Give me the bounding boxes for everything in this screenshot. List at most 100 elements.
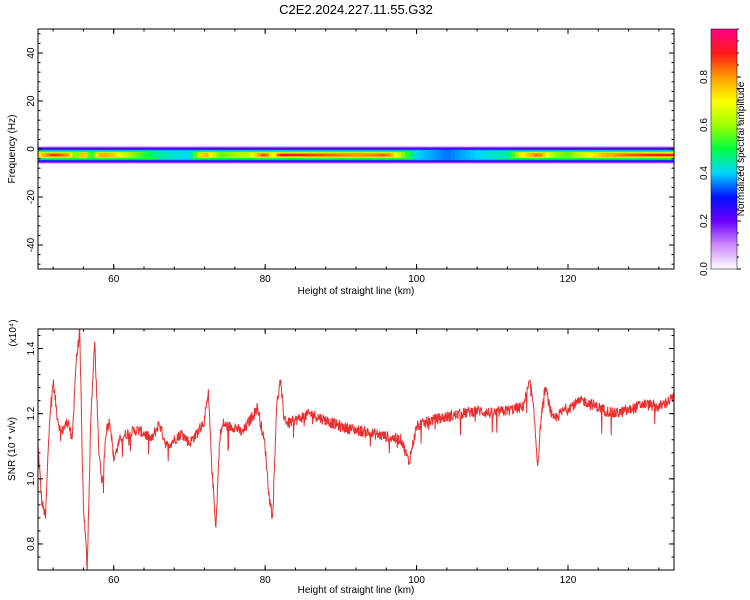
spectral-cell: [231, 151, 236, 159]
spectral-cell: [621, 153, 626, 157]
spectral-cell: [382, 153, 387, 157]
spectral-cell: [212, 151, 217, 159]
spectral-cell: [363, 153, 368, 157]
spectrogram-x-tick-label: 120: [560, 274, 577, 285]
spectral-cell: [613, 153, 618, 157]
spectral-cell: [446, 149, 452, 161]
spectral-cell: [219, 151, 224, 159]
colorbar-tick-label: 0.0: [699, 262, 710, 276]
spectral-cell: [632, 153, 637, 157]
spectral-cell: [329, 153, 334, 157]
spectral-cell: [427, 150, 433, 160]
spectrogram-y-tick-label: 20: [26, 95, 37, 107]
spectral-cell: [265, 153, 270, 157]
spectral-cell: [197, 152, 202, 158]
spectral-cell: [564, 151, 569, 159]
spectral-cell: [155, 150, 160, 160]
spectral-cell: [575, 151, 580, 159]
spectral-cell: [655, 153, 660, 157]
figure-title: C2E2.2024.227.11.55.G32: [279, 2, 433, 17]
spectral-cell: [215, 151, 221, 159]
spectral-cell: [299, 153, 304, 157]
spectral-cell: [200, 152, 206, 158]
spectral-cell: [291, 153, 296, 157]
spectral-cell: [560, 151, 565, 159]
spectral-cell: [344, 153, 349, 157]
spectral-cell: [208, 152, 213, 158]
spectral-cell: [465, 150, 471, 160]
spectral-cell: [98, 152, 103, 158]
spectral-cell: [409, 150, 414, 160]
spectral-cell: [462, 150, 467, 160]
spectral-cell: [204, 152, 209, 158]
snr-panel: 60 80 100 120 0.8 1.0 1.2 1.4 Height of straigh…: [7, 319, 675, 596]
spectral-cell: [526, 152, 531, 158]
spectral-cell: [147, 150, 153, 160]
spectrogram-y-tick-label: 40: [26, 47, 37, 59]
spectral-cell: [106, 152, 111, 158]
spectral-cell: [496, 150, 501, 160]
spectral-cell: [530, 152, 535, 158]
spectral-cell: [72, 151, 77, 159]
spectral-cell: [393, 152, 399, 158]
spectral-cell: [401, 151, 406, 159]
spectral-cell: [257, 153, 262, 157]
colorbar-label: Normalized spectral amplitude: [736, 81, 747, 216]
snr-series-line: [38, 329, 674, 570]
spectral-cell: [125, 151, 130, 159]
spectral-cell: [605, 152, 611, 158]
spectral-cell: [166, 150, 171, 160]
spectral-cell: [424, 150, 429, 160]
spectral-cell: [45, 153, 50, 157]
spectral-cell: [178, 150, 183, 160]
spectral-cell: [314, 153, 319, 157]
spectral-cell: [624, 153, 630, 157]
spectral-cell: [469, 150, 474, 160]
spectrogram-x-tick-label: 60: [108, 274, 120, 285]
spectral-cell: [443, 149, 448, 161]
spectral-cell: [181, 150, 187, 160]
spectrogram-y-tick-label: -40: [26, 237, 37, 252]
snr-y-tick-label: 1.2: [26, 406, 37, 420]
spectral-cell: [609, 152, 614, 158]
spectral-cell: [420, 150, 425, 160]
spectral-cell: [38, 152, 43, 158]
snr-x-tick-label: 120: [560, 575, 577, 586]
spectral-cell: [522, 152, 527, 158]
spectral-cell: [598, 152, 603, 158]
spectral-cell: [337, 153, 342, 157]
spectral-cell: [310, 153, 315, 157]
spectral-cell: [643, 153, 648, 157]
spectral-cell: [60, 153, 65, 157]
spectral-cell: [617, 153, 622, 157]
spectral-cell: [268, 152, 274, 158]
spectral-cell: [303, 153, 308, 157]
spectral-cell: [484, 150, 489, 160]
snr-x-tick-label: 60: [108, 575, 120, 586]
spectral-cell: [242, 151, 247, 159]
spectral-cell: [439, 149, 444, 161]
spectral-cell: [352, 153, 357, 157]
spectral-cell: [431, 150, 436, 160]
spectral-cell: [261, 153, 266, 157]
spectral-cell: [549, 151, 554, 159]
spectral-cell: [117, 152, 122, 158]
spectral-cell: [295, 153, 300, 157]
spectral-cell: [189, 150, 194, 160]
spectral-cell: [321, 153, 327, 157]
spectral-cell: [136, 151, 141, 159]
spectral-cell: [541, 152, 546, 158]
colorbar-tick-label: 0.8: [699, 70, 710, 84]
spectral-cell: [53, 153, 58, 157]
spectral-cell: [246, 151, 251, 159]
spectral-cell: [121, 152, 126, 158]
spectral-cell: [416, 150, 421, 160]
spectral-cell: [359, 153, 365, 157]
colorbar: 0.0 0.2 0.4 0.6 0.8 Normalized spectral ampl…: [699, 28, 747, 276]
spectral-cell: [473, 150, 478, 160]
colorbar-gradient: [710, 28, 738, 270]
spectral-cell: [518, 152, 524, 158]
spectral-cell: [374, 153, 380, 157]
spectral-cell: [253, 152, 259, 158]
